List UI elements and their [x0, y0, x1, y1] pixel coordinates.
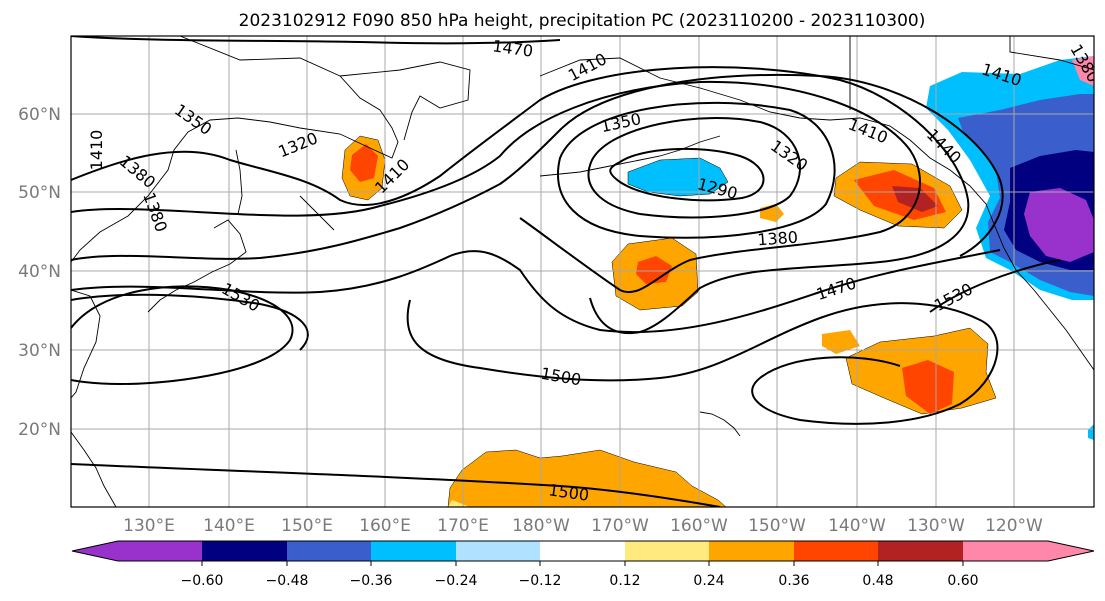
map-frame — [70, 35, 1095, 508]
colorbar-segment — [287, 541, 371, 561]
lat-label: 50°N — [18, 183, 61, 203]
colorbar-segment — [709, 541, 794, 561]
colorbar-tick-label: 0.36 — [778, 573, 809, 589]
contour-1320 — [587, 117, 801, 219]
precip-neg-westcoast-purple — [1024, 188, 1094, 262]
coastline-sakhalin — [235, 149, 243, 215]
colorbar-tick-label: −0.60 — [181, 573, 224, 589]
precip-band-south-light — [448, 500, 470, 507]
precip-core-japan — [350, 144, 378, 182]
coastline-kurils — [299, 195, 335, 231]
lon-label: 180°W — [512, 516, 570, 536]
colorbar-tick-label: 0.12 — [609, 573, 640, 589]
colorbar-segment — [456, 541, 540, 561]
colorbar-tick-label: 0.48 — [862, 573, 893, 589]
lat-label: 30°N — [18, 341, 61, 361]
contour-label: 1380 — [757, 228, 799, 250]
colorbar-tick-label: −0.24 — [435, 573, 478, 589]
colorbar-tick-label: 0.24 — [693, 573, 724, 589]
lon-label: 120°W — [985, 516, 1043, 536]
colorbar-segment — [794, 541, 878, 561]
precip-neg-edge — [1088, 424, 1094, 440]
colorbar-tick-label: 0.60 — [947, 573, 978, 589]
precip-blob-east-small — [822, 330, 860, 354]
contour-1530 — [71, 259, 1061, 351]
precip-core-central — [636, 256, 672, 284]
contour-1410 — [71, 66, 970, 335]
colorbar-segment — [878, 541, 963, 561]
contour-1470 — [71, 36, 1001, 334]
lat-label: 60°N — [18, 105, 61, 125]
colorbar-tick-label: −0.12 — [519, 573, 562, 589]
figure-title: 2023102912 F090 850 hPa height, precipit… — [239, 11, 926, 31]
coastline-asia — [71, 36, 399, 263]
contour-1290 — [609, 147, 765, 202]
colorbar-segment — [202, 541, 287, 561]
colorbar: −0.60 −0.48 −0.36 −0.24 −0.12 0.12 0.24 … — [71, 540, 1095, 589]
coastline-china — [71, 289, 101, 399]
height-contours — [71, 36, 1061, 507]
precip-band-south — [447, 449, 727, 507]
precip-neg-aleutian — [627, 157, 729, 197]
coastline-aleutians — [539, 135, 721, 177]
coastline-hawaii — [699, 411, 741, 437]
longitude-labels: 130°E 140°E 150°E 160°E 170°E 180°W 170°… — [123, 516, 1043, 536]
lon-label: 150°W — [748, 516, 806, 536]
lon-label: 130°E — [123, 516, 175, 536]
lon-label: 130°W — [907, 516, 965, 536]
map-panel: 1470 1410 1350 1320 1410 1380 1380 1410 … — [71, 36, 1094, 507]
colorbar-tick-label: −0.36 — [350, 573, 393, 589]
contour-label: 1410 — [87, 130, 106, 171]
precip-neg-westcoast-pink — [1072, 56, 1094, 86]
colorbar-outline — [71, 540, 1095, 562]
colorbar-segment — [371, 541, 456, 561]
lon-label: 140°E — [203, 516, 255, 536]
colorbar-segment — [72, 541, 202, 561]
lat-label: 40°N — [18, 262, 61, 282]
colorbar-segment — [625, 541, 709, 561]
contour-1350 — [557, 101, 836, 239]
colorbar-segment — [540, 541, 625, 561]
lon-label: 160°W — [670, 516, 728, 536]
contour-1500 — [71, 285, 999, 507]
contour-1440 — [71, 73, 1004, 261]
precip-core-east — [902, 360, 954, 414]
coastline-philippines — [71, 431, 117, 507]
lon-label: 140°W — [828, 516, 886, 536]
precip-shading — [341, 56, 1094, 507]
coastline-kamchatka — [339, 61, 471, 141]
contour-1380 — [71, 80, 921, 293]
coastline-alaska — [539, 57, 1094, 371]
lon-label: 150°E — [281, 516, 333, 536]
lon-label: 170°E — [437, 516, 489, 536]
lon-label: 170°W — [591, 516, 649, 536]
colorbar-segment — [963, 541, 1094, 561]
lat-label: 20°N — [18, 420, 61, 440]
coastline-northamerica — [849, 36, 1094, 110]
lon-label: 160°E — [359, 516, 411, 536]
latitude-labels: 60°N 50°N 40°N 30°N 20°N — [18, 105, 61, 440]
colorbar-tick-label: −0.48 — [266, 573, 309, 589]
